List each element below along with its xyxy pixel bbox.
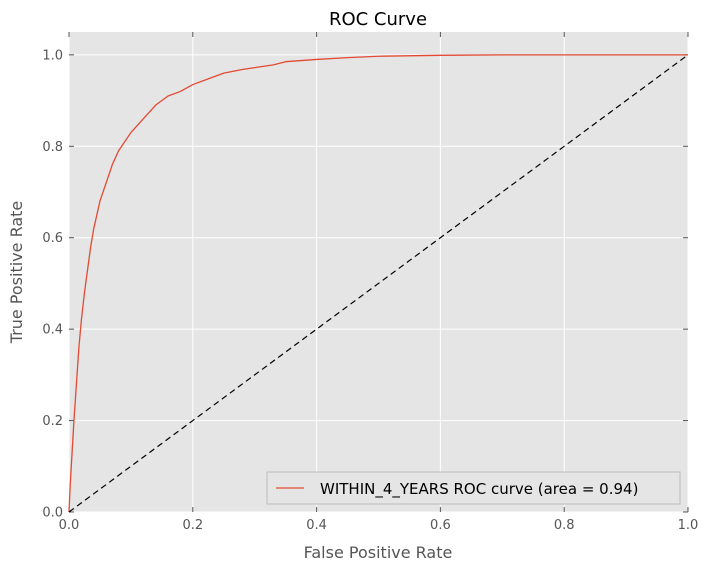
- legend: WITHIN_4_YEARS ROC curve (area = 0.94): [266, 471, 681, 505]
- x-tick-label: 0.6: [430, 518, 451, 533]
- y-tick-label: 0.0: [42, 506, 63, 521]
- x-tick-label: 0.2: [182, 518, 203, 533]
- y-tick-label: 1.0: [42, 48, 63, 63]
- x-tick-label: 0.0: [59, 518, 80, 533]
- grid-lines: [68, 32, 689, 513]
- y-tick-label: 0.4: [42, 323, 63, 338]
- x-axis-label: False Positive Rate: [304, 543, 453, 562]
- x-tick-label: 0.8: [554, 518, 575, 533]
- y-tick-label: 0.2: [42, 414, 63, 429]
- legend-box: [266, 471, 681, 505]
- y-tick-label: 0.6: [42, 231, 63, 246]
- tick-labels: 0.0 0.2 0.4 0.6 0.8 1.0 0.0 0.2 0.4 0.6 0.8 1.0: [42, 48, 698, 533]
- chance-diagonal-line: [68, 54, 689, 513]
- y-tick-label: 0.8: [42, 140, 63, 155]
- x-tick-label: 1.0: [678, 518, 699, 533]
- chart-title: ROC Curve: [329, 9, 427, 30]
- series-layer: [68, 54, 689, 513]
- legend-entry: WITHIN_4_YEARS ROC curve (area = 0.94): [320, 480, 638, 499]
- x-tick-label: 0.4: [306, 518, 327, 533]
- y-axis-label: True Positive Rate: [7, 201, 26, 345]
- plot-background: [69, 32, 688, 512]
- roc-curve-line: [68, 54, 688, 513]
